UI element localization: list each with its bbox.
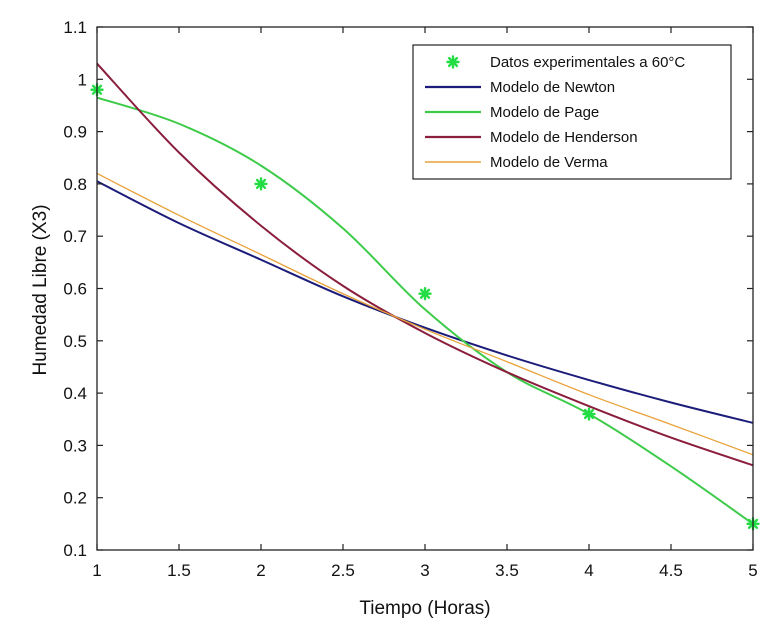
legend-label: Modelo de Newton (490, 79, 615, 96)
legend-item-modelo-de-verma: Modelo de Verma (425, 154, 608, 171)
data-point-2 (254, 177, 268, 191)
y-tick-label: 0.4 (63, 384, 87, 403)
y-tick-label: 0.7 (63, 227, 87, 246)
y-tick-label: 0.9 (63, 123, 87, 142)
y-tick-label: 1.1 (63, 18, 87, 37)
legend-label: Datos experimentales a 60°C (490, 54, 685, 71)
y-axis-ticks: 0.1 0.2 0.3 0.4 0.5 0.6 0.7 0.8 0.9 1 1.1 (63, 18, 753, 560)
y-tick-label: 0.5 (63, 332, 87, 351)
legend: Datos experimentales a 60°C Modelo de New… (412, 44, 732, 180)
legend-item-datos-experimentales-a-60-c: Datos experimentales a 60°C (446, 54, 685, 71)
legend-item-modelo-de-newton: Modelo de Newton (425, 79, 615, 96)
y-tick-label: 0.6 (63, 280, 87, 299)
y-tick-label: 1 (78, 70, 87, 89)
x-tick-label: 3 (420, 561, 429, 580)
data-point-4 (582, 407, 596, 421)
y-tick-label: 0.2 (63, 489, 87, 508)
legend-marker-icon (446, 55, 460, 69)
x-tick-label: 5 (748, 561, 757, 580)
x-tick-label: 2.5 (331, 561, 355, 580)
legend-label: Modelo de Page (490, 104, 599, 121)
y-tick-label: 0.1 (63, 541, 87, 560)
x-tick-label: 2 (256, 561, 265, 580)
x-tick-label: 3.5 (495, 561, 519, 580)
y-tick-label: 0.8 (63, 175, 87, 194)
data-point-3 (418, 287, 432, 301)
x-tick-label: 1.5 (167, 561, 191, 580)
series-line-modelo-de-page (97, 96, 753, 525)
series-lines (97, 62, 753, 525)
x-axis-title: Tiempo (Horas) (359, 598, 490, 619)
x-tick-label: 4.5 (659, 561, 683, 580)
x-tick-label: 1 (92, 561, 101, 580)
series-line-modelo-de-henderson (97, 62, 753, 467)
series-line-modelo-de-verma (97, 172, 753, 456)
legend-item-modelo-de-henderson: Modelo de Henderson (425, 129, 638, 146)
legend-label: Modelo de Verma (490, 154, 608, 171)
x-axis-ticks: 1 1.5 2 2.5 3 3.5 4 4.5 5 (92, 27, 758, 580)
legend-item-modelo-de-page: Modelo de Page (425, 104, 599, 121)
y-axis-title: Humedad Libre (X3) (30, 204, 51, 375)
x-tick-label: 4 (584, 561, 593, 580)
legend-label: Modelo de Henderson (490, 129, 638, 146)
y-tick-label: 0.3 (63, 436, 87, 455)
series-line-modelo-de-newton (97, 180, 753, 424)
